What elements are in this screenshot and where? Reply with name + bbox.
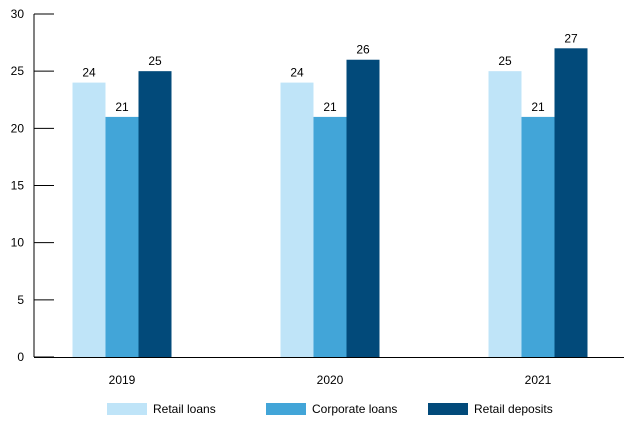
y-tick-label: 20	[11, 121, 25, 135]
bar	[105, 116, 139, 358]
data-label: 25	[498, 54, 512, 68]
data-label: 21	[323, 100, 337, 114]
data-label: 24	[290, 66, 304, 80]
data-label: 24	[82, 66, 96, 80]
bar	[138, 71, 172, 358]
y-tick-label: 10	[11, 236, 25, 250]
y-tick-label: 5	[17, 293, 24, 307]
legend-item-corporate-loans: Corporate loans	[266, 401, 397, 417]
legend-label-corporate-loans: Corporate loans	[312, 402, 398, 416]
data-label: 27	[564, 31, 578, 45]
y-tick-label: 30	[11, 7, 25, 21]
bar	[280, 82, 314, 357]
data-label: 21	[531, 100, 545, 114]
bars-group	[72, 48, 588, 358]
y-tick-label: 0	[17, 350, 24, 364]
legend: Retail loans Corporate loans Retail depo…	[0, 396, 630, 424]
x-tick-label: 2019	[109, 373, 136, 387]
legend-label-retail-deposits: Retail deposits	[474, 402, 553, 416]
data-label: 21	[115, 100, 129, 114]
bar	[313, 116, 347, 358]
legend-label-retail-loans: Retail loans	[153, 402, 216, 416]
data-label: 25	[148, 54, 162, 68]
data-labels-group: 24 21 25 24 21 26 25 21 27	[82, 31, 578, 114]
y-tick-label: 25	[11, 64, 25, 78]
y-tick-label: 15	[11, 179, 25, 193]
legend-swatch-corporate-loans	[266, 403, 306, 415]
bar	[488, 71, 522, 358]
legend-swatch-retail-loans	[107, 403, 147, 415]
legend-item-retail-loans: Retail loans	[107, 401, 216, 417]
axes: 0 5 10 15 20 25 30 2019 2020 2021	[11, 7, 624, 387]
data-label: 26	[356, 43, 370, 57]
bar	[554, 48, 588, 358]
legend-swatch-retail-deposits	[428, 403, 468, 415]
x-tick-label: 2021	[525, 373, 552, 387]
bar	[521, 116, 555, 358]
legend-item-retail-deposits: Retail deposits	[428, 401, 553, 417]
bar	[72, 82, 106, 357]
x-tick-label: 2020	[317, 373, 344, 387]
bar	[346, 59, 380, 357]
